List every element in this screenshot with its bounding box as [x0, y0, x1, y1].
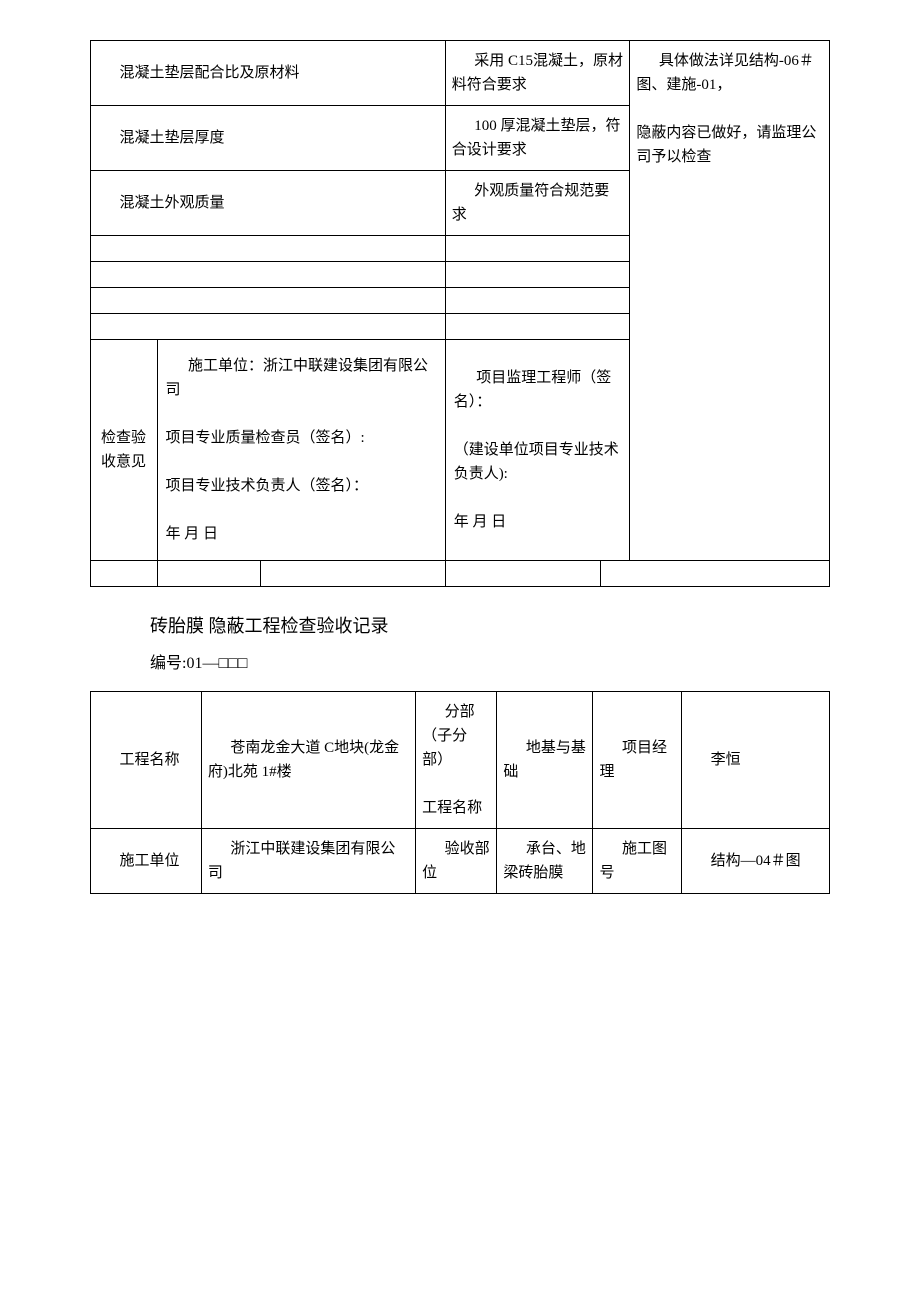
item-label: 混凝土垫层配合比及原材料: [91, 41, 446, 106]
drawing-no-label: 施工图号: [593, 829, 682, 894]
accept-part-label: 验收部位: [416, 829, 497, 894]
bottom-split-row: [91, 561, 830, 587]
contractor-signature-block: 施工单位：浙江中联建设集团有限公司 项目专业质量检查员（签名）: 项目专业技术负…: [157, 340, 445, 561]
item-label: 混凝土垫层厚度: [91, 106, 446, 171]
pm-label: 项目经理: [593, 692, 682, 829]
inspection-table-1: 混凝土垫层配合比及原材料 采用 C15混凝土，原材料符合要求 具体做法详见结构-…: [90, 40, 830, 587]
supervisor-signature-block: 项目监理工程师（签名）： （建设单位项目专业技术负责人): 年 月 日: [445, 340, 630, 561]
accept-part-value: 承台、地梁砖胎膜: [497, 829, 593, 894]
info-row-1: 工程名称 苍南龙金大道 C地块(龙金府)北苑 1#楼 分部（子分部） 工程名称 …: [91, 692, 830, 829]
subdivision-label: 分部（子分部） 工程名称: [416, 692, 497, 829]
project-name-label: 工程名称: [91, 692, 202, 829]
section-subtitle: 编号:01—□□□: [150, 651, 830, 677]
subdivision-value: 地基与基础: [497, 692, 593, 829]
pm-value: 李恒: [682, 692, 830, 829]
contractor-label: 施工单位: [91, 829, 202, 894]
inspection-table-2: 工程名称 苍南龙金大道 C地块(龙金府)北苑 1#楼 分部（子分部） 工程名称 …: [90, 691, 830, 894]
info-row-2: 施工单位 浙江中联建设集团有限公司 验收部位 承台、地梁砖胎膜 施工图号 结构—…: [91, 829, 830, 894]
item-check: 100 厚混凝土垫层，符合设计要求: [445, 106, 630, 171]
drawing-no-value: 结构—04＃图: [682, 829, 830, 894]
project-name-value: 苍南龙金大道 C地块(龙金府)北苑 1#楼: [201, 692, 415, 829]
item-check: 外观质量符合规范要求: [445, 171, 630, 236]
contractor-value: 浙江中联建设集团有限公司: [201, 829, 415, 894]
item-check: 采用 C15混凝土，原材料符合要求: [445, 41, 630, 106]
item-row-1: 混凝土垫层配合比及原材料 采用 C15混凝土，原材料符合要求 具体做法详见结构-…: [91, 41, 830, 106]
section-title: 砖胎膜 隐蔽工程检查验收记录: [150, 612, 830, 641]
remark-cell: 具体做法详见结构-06＃图、建施-01， 隐蔽内容已做好，请监理公司予以检查: [630, 41, 830, 561]
item-label: 混凝土外观质量: [91, 171, 446, 236]
opinion-label: 检查验收意见: [91, 340, 158, 561]
